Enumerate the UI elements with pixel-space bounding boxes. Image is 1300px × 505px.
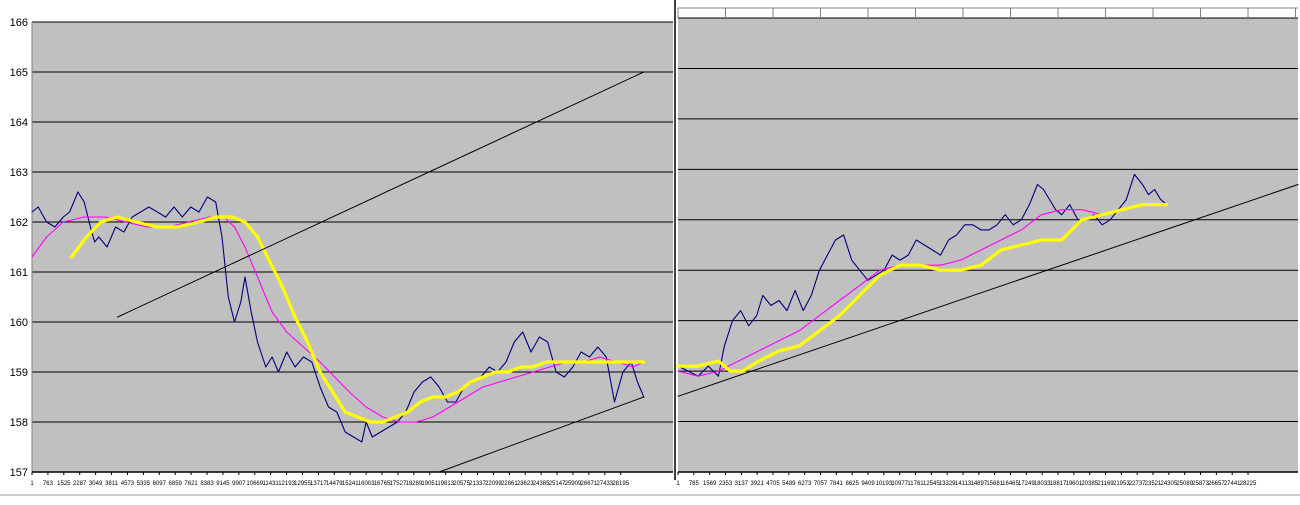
x-tick-label: 3921 (750, 481, 764, 487)
x-tick-label: 14113 (955, 481, 972, 487)
x-tick-label: 15681 (986, 481, 1003, 487)
x-tick-label: 19051 (421, 481, 438, 487)
x-tick-label: 25147 (549, 481, 566, 487)
series-trend-line (438, 396, 645, 473)
x-tick-label: 8625 (845, 481, 859, 487)
x-tick-label: 8383 (200, 481, 214, 487)
x-tick-label: 3049 (89, 481, 103, 487)
x-tick-label: 24305 (1161, 481, 1178, 487)
x-tick-label: 17527 (390, 481, 407, 487)
x-tick-label: 21169 (1097, 481, 1114, 487)
series-ma_long-line (70, 215, 646, 424)
y-tick-label: 160 (10, 317, 28, 329)
series-ma_short-line (31, 216, 645, 423)
x-tick-label: 12193 (278, 481, 295, 487)
x-tick-label: 12545 (923, 481, 940, 487)
x-tick-label: 7057 (814, 481, 828, 487)
x-tick-label: 13717 (310, 481, 327, 487)
series-trend-line (117, 71, 645, 318)
x-tick-label: 26671 (581, 481, 598, 487)
y-tick-label: 161 (10, 267, 28, 279)
x-tick-label: 28225 (1240, 481, 1257, 487)
x-tick-label: 15241 (342, 481, 359, 487)
x-tick-label: 3137 (735, 481, 749, 487)
y-tick-label: 163 (10, 167, 28, 179)
x-tick-label: 26657 (1208, 481, 1225, 487)
x-tick-label: 6273 (798, 481, 812, 487)
x-tick-label: 2287 (73, 481, 87, 487)
x-tick-label: 25089 (1176, 481, 1193, 487)
plot-background (32, 22, 673, 472)
x-tick-label: 1569 (703, 481, 717, 487)
x-tick-label: 11431 (263, 481, 280, 487)
x-tick-label: 4573 (121, 481, 135, 487)
x-tick-label: 16003 (358, 481, 375, 487)
y-tick-label: 166 (10, 17, 28, 29)
x-tick-label: 3811 (105, 481, 119, 487)
x-tick-label: 14479 (326, 481, 343, 487)
x-tick-label: 19813 (437, 481, 454, 487)
x-tick-label: 27433 (596, 481, 613, 487)
plot-background (678, 18, 1298, 472)
x-tick-label: 23521 (1145, 481, 1162, 487)
x-tick-label: 10193 (875, 481, 892, 487)
x-tick-label: 20385 (1081, 481, 1098, 487)
y-tick-label: 164 (10, 117, 28, 129)
x-tick-label: 1525 (57, 481, 71, 487)
x-tick-label: 785 (689, 481, 700, 487)
x-tick-label: 25909 (565, 481, 582, 487)
x-tick-label: 25873 (1192, 481, 1209, 487)
x-tick-label: 18289 (406, 481, 423, 487)
y-tick-label: 159 (10, 367, 28, 379)
y-tick-label: 158 (10, 417, 28, 429)
x-tick-label: 6859 (169, 481, 183, 487)
x-tick-label: 7621 (184, 481, 198, 487)
x-tick-label: 6097 (153, 481, 167, 487)
x-tick-label: 19601 (1065, 481, 1082, 487)
x-tick-label: 5489 (782, 481, 796, 487)
x-tick-label: 27441 (1224, 481, 1241, 487)
x-tick-label: 13329 (939, 481, 956, 487)
series-trend-line (677, 184, 1299, 397)
x-tick-label: 12955 (294, 481, 311, 487)
chart-panel-2: 1 785 1569 2353 3137 3921 4705 5489 6273 7057 7841… (676, 7, 1299, 487)
x-tick-label: 9145 (216, 481, 230, 487)
x-tick-label: 4705 (766, 481, 780, 487)
x-tick-label: 14897 (970, 481, 987, 487)
x-tick-label: 18033 (1034, 481, 1051, 487)
x-tick-label: 28195 (612, 481, 629, 487)
x-tick-label: 1 (676, 481, 680, 487)
x-tick-label: 20575 (453, 481, 470, 487)
x-tick-label: 16765 (374, 481, 391, 487)
x-tick-label: 9409 (861, 481, 875, 487)
x-tick-label: 7841 (830, 481, 844, 487)
x-tick-label: 9907 (232, 481, 246, 487)
x-tick-label: 21953 (1113, 481, 1130, 487)
x-tick-label: 10977 (891, 481, 908, 487)
x-tick-label: 24385 (533, 481, 550, 487)
y-tick-label: 157 (10, 467, 28, 479)
y-tick-label: 162 (10, 217, 28, 229)
x-tick-label: 16465 (1002, 481, 1019, 487)
x-tick-label: 22737 (1129, 481, 1146, 487)
x-tick-label: 5335 (137, 481, 151, 487)
x-tick-label: 23623 (517, 481, 534, 487)
x-tick-label: 18817 (1050, 481, 1067, 487)
series-ma_long-line (676, 203, 1169, 373)
x-tick-label: 21337 (469, 481, 486, 487)
x-tick-label: 11761 (907, 481, 924, 487)
x-tick-label: 2353 (719, 481, 733, 487)
x-tick-label: 1 (30, 481, 34, 487)
x-tick-label: 22861 (501, 481, 518, 487)
x-tick-label: 763 (43, 481, 54, 487)
x-tick-label: 10669 (246, 481, 263, 487)
x-tick-label: 22099 (485, 481, 502, 487)
series-price-line (31, 191, 645, 443)
x-tick-label: 17249 (1018, 481, 1035, 487)
y-tick-label: 165 (10, 67, 28, 79)
